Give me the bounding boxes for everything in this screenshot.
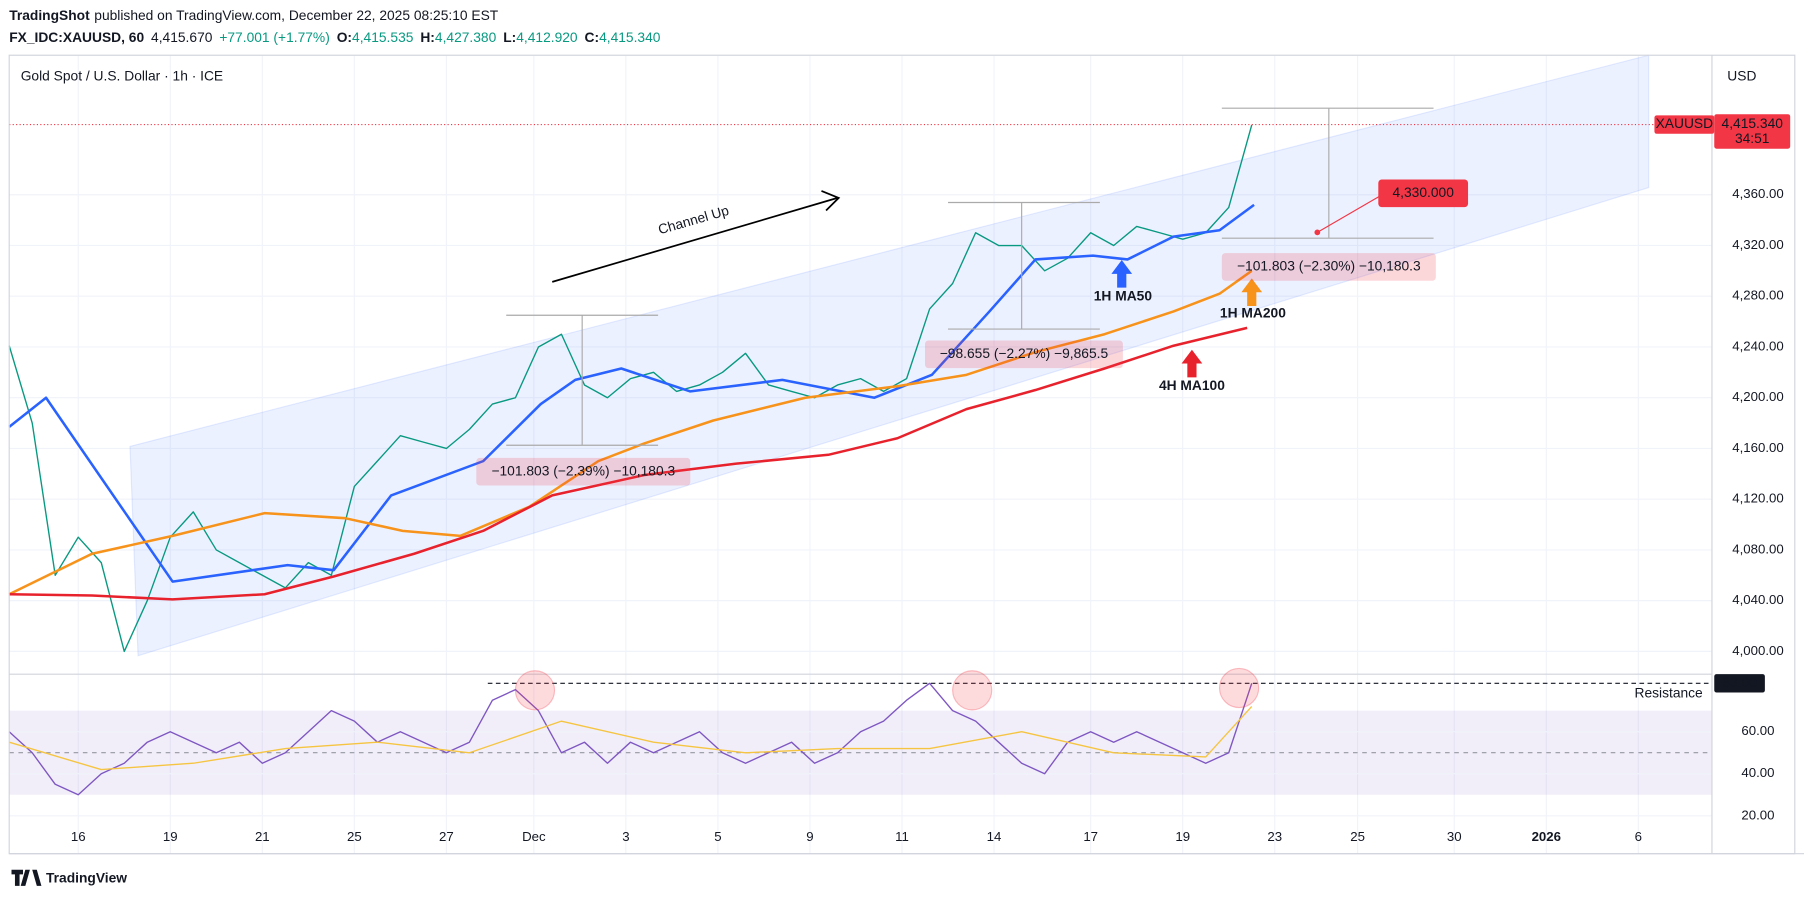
publisher-name: TradingShot — [9, 8, 90, 23]
symbol: FX_IDC:XAUUSD, 60 — [9, 30, 144, 45]
y-tick-label: 4,040.00 — [1732, 592, 1783, 607]
countdown: 34:51 — [1735, 131, 1770, 146]
annotation: −98.655 (−2.27%) −9,865.5 — [940, 346, 1109, 361]
header-row: FX_IDC:XAUUSD, 60 4,415.670 +77.001 (+1.77… — [9, 30, 661, 45]
x-tick-label: 9 — [806, 829, 813, 844]
last: 4,415.670 — [151, 30, 213, 45]
currency: USD — [1727, 69, 1756, 84]
y-tick-label: 60.00 — [1741, 723, 1774, 738]
x-tick-label: 5 — [714, 829, 721, 844]
frame — [8, 54, 1796, 855]
ohlc-value: 4,415.535 — [352, 30, 414, 45]
y-tick-label: 20.00 — [1741, 807, 1774, 822]
x-tick-label: 25 — [347, 829, 362, 844]
rsi-peak — [514, 670, 556, 711]
symbol-tag: XAUUSD — [1656, 116, 1714, 131]
target-bg — [1378, 179, 1469, 208]
measures — [506, 107, 1434, 446]
header-row: TradingShot published on TradingView.com,… — [9, 8, 499, 23]
x-tick-label: 16 — [71, 829, 86, 844]
ohlc-value: 4,415.340 — [599, 30, 661, 45]
brand-logo — [11, 869, 42, 886]
y-tick-label: 4,120.00 — [1732, 491, 1783, 506]
measure-box — [1221, 253, 1436, 281]
series-line — [9, 326, 1248, 601]
resistance-tag-bg — [1714, 674, 1765, 693]
x-tick-label: 25 — [1350, 829, 1365, 844]
price-tag: 4,415.340 — [1722, 116, 1784, 131]
symbol-tag-bg — [1654, 115, 1715, 134]
x-tick-label: 19 — [1175, 829, 1190, 844]
x-tick-label: 19 — [163, 829, 178, 844]
annotation: 1H MA200 — [1220, 306, 1286, 321]
x-tick-label: 30 — [1447, 829, 1462, 844]
channel — [129, 54, 1650, 657]
change: +77.001 (+1.77%) — [219, 30, 329, 45]
series-line — [8, 269, 1253, 596]
y-tick-label: 4,200.00 — [1732, 389, 1783, 404]
published: published on TradingView.com, December 2… — [94, 8, 499, 23]
channel-arrow-head — [821, 190, 841, 212]
y-tick-label: 40.00 — [1741, 765, 1774, 780]
y-tick-label: 4,280.00 — [1732, 288, 1783, 303]
target-dot — [1314, 229, 1321, 236]
y-tick-label: 4,080.00 — [1732, 541, 1783, 556]
ohlc-label: L: — [503, 30, 516, 45]
measure-box — [925, 340, 1123, 369]
y-tick-label: 4,160.00 — [1732, 440, 1783, 455]
y-tick-label: 4,360.00 — [1732, 186, 1783, 201]
annotation: −101.803 (−2.39%) −10,180.3 — [491, 463, 675, 478]
resistance-text: Resistance — [1634, 685, 1703, 700]
brand: TradingView — [46, 871, 127, 886]
y-tick-label: 4,240.00 — [1732, 338, 1783, 353]
resistance-tag: 83.00 — [1722, 675, 1757, 690]
x-tick-label: 23 — [1267, 829, 1282, 844]
channel-arrow — [552, 197, 838, 283]
measure-box — [476, 457, 691, 486]
x-tick-label: 11 — [895, 829, 909, 844]
series-line — [8, 203, 1255, 583]
series-line — [8, 124, 1253, 653]
x-tick-label: Dec — [522, 829, 546, 844]
rsi-peak — [1218, 667, 1260, 709]
target-label: 4,330.000 — [1392, 185, 1454, 200]
ohlc-value: 4,412.920 — [516, 30, 578, 45]
x-tick-label: 3 — [622, 829, 629, 844]
y-tick-label: 4,320.00 — [1732, 237, 1783, 252]
target-leader — [1317, 195, 1381, 233]
x-tick-label: 17 — [1083, 829, 1098, 844]
y-tick-label: 4,000.00 — [1732, 643, 1783, 658]
rsi-peak — [952, 670, 993, 711]
ma200-arrow — [1241, 278, 1263, 307]
ohlc-label: O: — [337, 30, 352, 45]
price-tag-bg — [1714, 114, 1791, 149]
annotation: 4H MA100 — [1159, 378, 1225, 393]
x-tick-label: 6 — [1635, 829, 1642, 844]
x-tick-label: 21 — [255, 829, 270, 844]
series-line — [8, 682, 1253, 796]
series-line — [9, 705, 1253, 771]
annotation: 1H MA50 — [1094, 288, 1153, 303]
ohlc-value: 4,427.380 — [435, 30, 497, 45]
x-tick-label: 27 — [439, 829, 454, 844]
chart-title: Gold Spot / U.S. Dollar · 1h · ICE — [21, 69, 223, 84]
x-tick-label: 14 — [987, 829, 1002, 844]
annotation: −101.803 (−2.30%) −10,180.3 — [1237, 259, 1421, 274]
grid — [9, 55, 1712, 854]
x-tick-label: 2026 — [1532, 829, 1561, 844]
ohlc-label: H: — [420, 30, 435, 45]
ohlc-label: C: — [585, 30, 600, 45]
